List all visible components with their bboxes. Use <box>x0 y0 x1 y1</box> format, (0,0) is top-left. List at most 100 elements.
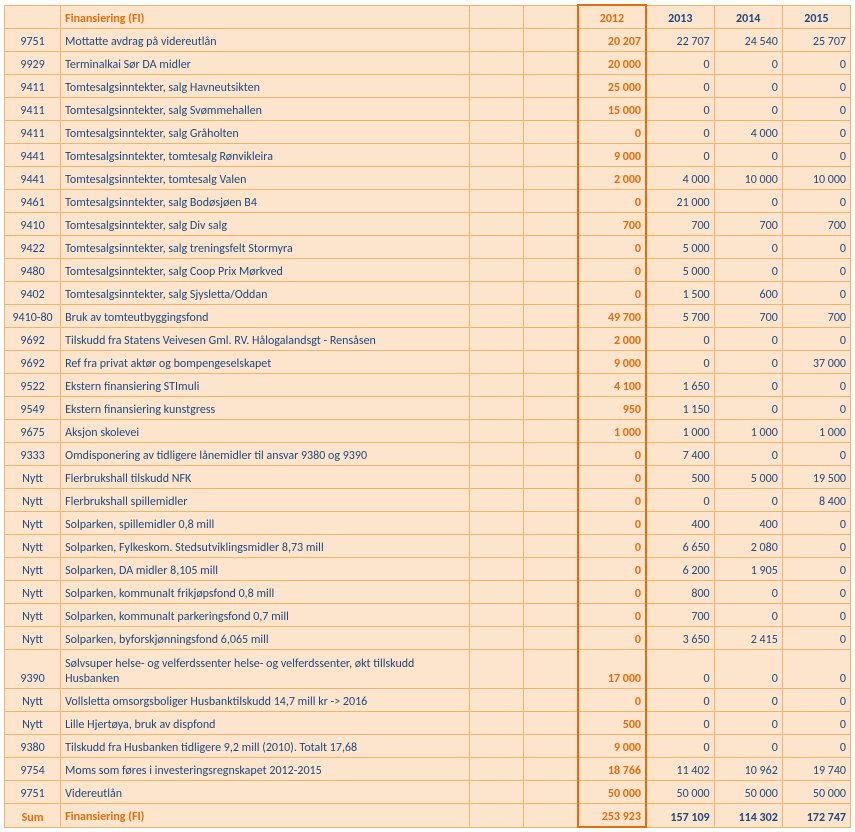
row-v-2015: 0 <box>782 52 850 75</box>
row-v-2014: 2 415 <box>714 627 782 650</box>
row-desc: Tilskudd fra Statens Veivesen Gml. RV. H… <box>61 328 470 351</box>
row-gap2 <box>524 489 578 512</box>
row-v-2012: 0 <box>578 121 646 144</box>
row-code: Nytt <box>5 489 61 512</box>
row-v-2015: 37 000 <box>782 351 850 374</box>
row-v-2012: 0 <box>578 627 646 650</box>
row-gap2 <box>524 758 578 781</box>
row-desc: Solparken, kommunalt parkeringsfond 0,7 … <box>61 604 470 627</box>
header-year-2015: 2015 <box>782 5 850 29</box>
table-row: 9929Terminalkai Sør DA midler20 000000 <box>5 52 851 75</box>
row-v-2015: 8 400 <box>782 489 850 512</box>
row-v-2013: 0 <box>646 489 714 512</box>
row-desc: Solparken, Fylkeskom. Stedsutviklingsmid… <box>61 535 470 558</box>
row-gap1 <box>470 627 524 650</box>
row-v-2015: 0 <box>782 650 850 689</box>
row-v-2012: 49 700 <box>578 305 646 328</box>
row-v-2012: 0 <box>578 282 646 305</box>
row-v-2015: 19 500 <box>782 466 850 489</box>
table-row: 9380Tilskudd fra Husbanken tidligere 9,2… <box>5 735 851 758</box>
table-row: NyttVollsletta omsorgsboliger Husbanktil… <box>5 689 851 712</box>
table-row: 9751Videreutlån50 00050 00050 00050 000 <box>5 781 851 804</box>
row-gap2 <box>524 213 578 236</box>
row-v-2013: 0 <box>646 121 714 144</box>
row-v-2014: 1 000 <box>714 420 782 443</box>
row-v-2014: 0 <box>714 259 782 282</box>
row-v-2015: 0 <box>782 190 850 213</box>
row-v-2015: 700 <box>782 213 850 236</box>
row-v-2014: 0 <box>714 144 782 167</box>
row-v-2012: 0 <box>578 689 646 712</box>
row-desc: Tomtesalgsinntekter, salg Div salg <box>61 213 470 236</box>
table-row: 9411Tomtesalgsinntekter, salg Svømmehall… <box>5 98 851 121</box>
row-v-2014: 2 080 <box>714 535 782 558</box>
table-row: NyttLille Hjertøya, bruk av dispfond5000… <box>5 712 851 735</box>
row-v-2012: 2 000 <box>578 167 646 190</box>
row-v-2014: 0 <box>714 351 782 374</box>
header-year-2013: 2013 <box>646 5 714 29</box>
row-desc: Tilskudd fra Husbanken tidligere 9,2 mil… <box>61 735 470 758</box>
sum-v-2013: 157 109 <box>646 804 714 828</box>
row-gap1 <box>470 259 524 282</box>
row-v-2012: 4 100 <box>578 374 646 397</box>
row-v-2012: 9 000 <box>578 735 646 758</box>
row-gap1 <box>470 650 524 689</box>
row-v-2014: 700 <box>714 305 782 328</box>
table-row: 9410Tomtesalgsinntekter, salg Div salg70… <box>5 213 851 236</box>
row-v-2015: 0 <box>782 627 850 650</box>
row-v-2015: 1 000 <box>782 420 850 443</box>
row-desc: Tomtesalgsinntekter, salg Coop Prix Mørk… <box>61 259 470 282</box>
row-gap2 <box>524 735 578 758</box>
table-row: NyttSolparken, kommunalt frikjøpsfond 0,… <box>5 581 851 604</box>
row-v-2014: 600 <box>714 282 782 305</box>
row-gap1 <box>470 781 524 804</box>
row-gap2 <box>524 121 578 144</box>
row-v-2012: 9 000 <box>578 351 646 374</box>
row-gap2 <box>524 328 578 351</box>
row-code: 9410-80 <box>5 305 61 328</box>
row-gap1 <box>470 29 524 52</box>
row-v-2013: 800 <box>646 581 714 604</box>
row-v-2012: 0 <box>578 535 646 558</box>
row-v-2013: 0 <box>646 689 714 712</box>
row-gap1 <box>470 604 524 627</box>
table-row: 9522Ekstern finansiering STImuli4 1001 6… <box>5 374 851 397</box>
row-v-2014: 0 <box>714 75 782 98</box>
row-gap2 <box>524 581 578 604</box>
row-desc: Videreutlån <box>61 781 470 804</box>
row-code: 9754 <box>5 758 61 781</box>
row-gap2 <box>524 351 578 374</box>
row-v-2012: 2 000 <box>578 328 646 351</box>
row-v-2014: 700 <box>714 213 782 236</box>
row-v-2015: 0 <box>782 512 850 535</box>
row-v-2013: 0 <box>646 351 714 374</box>
row-v-2013: 4 000 <box>646 167 714 190</box>
row-v-2013: 0 <box>646 712 714 735</box>
row-gap1 <box>470 558 524 581</box>
table-row: 9441Tomtesalgsinntekter, tomtesalg Valen… <box>5 167 851 190</box>
row-v-2015: 0 <box>782 443 850 466</box>
row-v-2015: 19 740 <box>782 758 850 781</box>
row-gap1 <box>470 144 524 167</box>
table-row: 9549Ekstern finansiering kunstgress9501 … <box>5 397 851 420</box>
row-v-2014: 10 000 <box>714 167 782 190</box>
row-v-2014: 0 <box>714 190 782 213</box>
row-v-2013: 0 <box>646 75 714 98</box>
row-desc: Tomtesalgsinntekter, salg Bodøsjøen B4 <box>61 190 470 213</box>
row-v-2013: 400 <box>646 512 714 535</box>
row-gap1 <box>470 397 524 420</box>
row-v-2014: 0 <box>714 397 782 420</box>
row-desc: Tomtesalgsinntekter, salg Sjysletta/Odda… <box>61 282 470 305</box>
row-code: 9441 <box>5 167 61 190</box>
row-desc: Terminalkai Sør DA midler <box>61 52 470 75</box>
header-row: Finansiering (FI)2012201320142015 <box>5 5 851 29</box>
row-v-2012: 50 000 <box>578 781 646 804</box>
row-code: Nytt <box>5 689 61 712</box>
row-code: 9441 <box>5 144 61 167</box>
row-gap1 <box>470 305 524 328</box>
row-v-2014: 0 <box>714 98 782 121</box>
row-v-2012: 17 000 <box>578 650 646 689</box>
table-row: NyttFlerbrukshall spillemidler0008 400 <box>5 489 851 512</box>
table-row: 9390Sølvsuper helse- og velferdssenter h… <box>5 650 851 689</box>
row-gap2 <box>524 420 578 443</box>
